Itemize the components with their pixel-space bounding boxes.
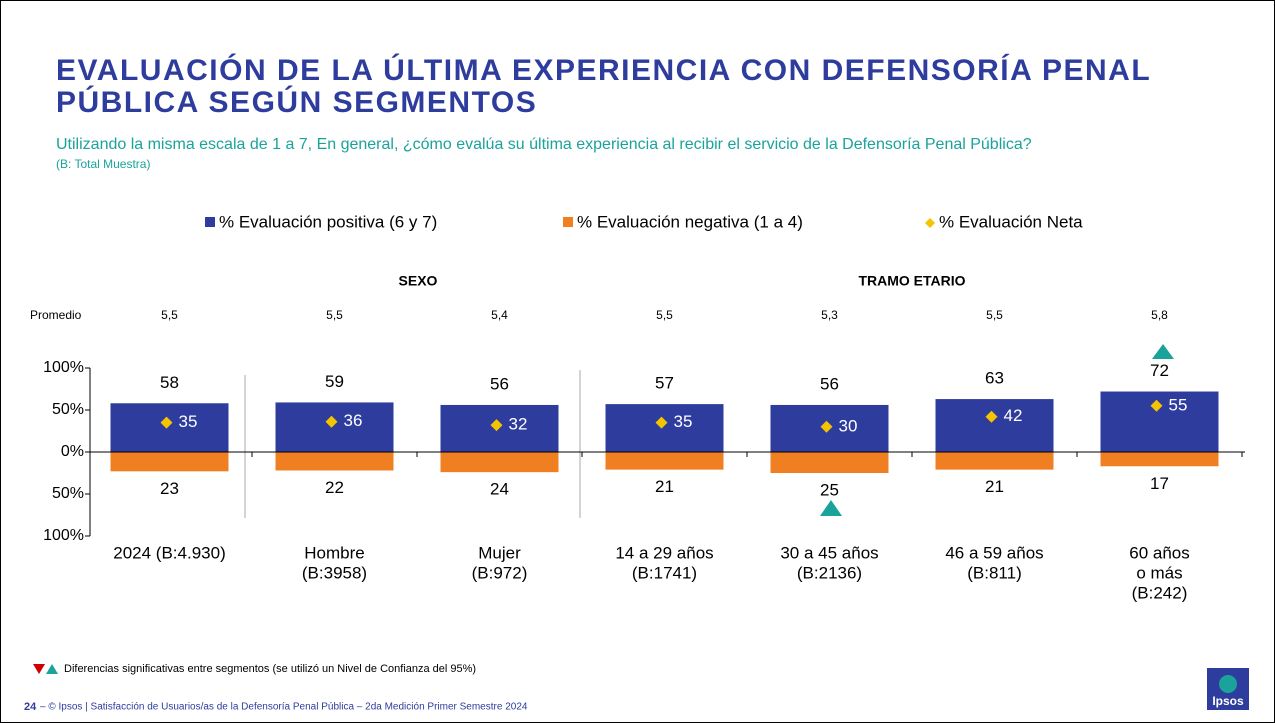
x-tick-label: (B:242) bbox=[1132, 583, 1188, 602]
y-tick-label: 100% bbox=[43, 527, 84, 544]
bar bbox=[605, 404, 724, 452]
group-label: SEXO bbox=[399, 273, 438, 289]
bar bbox=[275, 402, 394, 452]
x-tick-label: 30 a 45 años bbox=[780, 543, 878, 562]
x-tick-label: (B:1741) bbox=[632, 563, 697, 582]
net-marker bbox=[325, 415, 338, 428]
net-marker bbox=[655, 416, 668, 429]
legend-label: % Evaluación positiva (6 y 7) bbox=[219, 212, 437, 231]
value-label: 21 bbox=[985, 477, 1004, 496]
legend-swatch bbox=[925, 218, 935, 228]
net-label: 32 bbox=[509, 415, 528, 434]
base: (B: Total Muestra) bbox=[56, 157, 150, 171]
value-label: 17 bbox=[1150, 474, 1169, 493]
average-value: 5,5 bbox=[656, 308, 673, 322]
average-value: 5,5 bbox=[326, 308, 343, 322]
x-tick-label: (B:2136) bbox=[797, 563, 862, 582]
x-tick-label: Hombre bbox=[304, 543, 364, 562]
net-marker bbox=[985, 410, 998, 423]
average-value: 5,8 bbox=[1151, 308, 1168, 322]
y-tick-label: 50% bbox=[52, 485, 84, 502]
page-number: 24 bbox=[24, 701, 37, 713]
group-label: TRAMO ETARIO bbox=[858, 273, 965, 289]
value-label: 63 bbox=[985, 369, 1004, 388]
bar bbox=[440, 452, 559, 473]
average-value: 5,3 bbox=[821, 308, 838, 322]
bar bbox=[770, 452, 889, 473]
net-marker bbox=[1150, 399, 1163, 412]
net-label: 30 bbox=[839, 416, 858, 435]
x-tick-label: 46 a 59 años bbox=[945, 543, 1043, 562]
average-value: 5,5 bbox=[986, 308, 1003, 322]
logo-mark bbox=[1219, 675, 1237, 693]
value-label: 58 bbox=[160, 373, 179, 392]
x-tick-label: 2024 (B:4.930) bbox=[113, 543, 225, 562]
significance-up bbox=[820, 500, 842, 516]
x-tick-label: (B:972) bbox=[472, 563, 528, 582]
net-label: 42 bbox=[1004, 406, 1023, 425]
average-label: Promedio bbox=[30, 308, 82, 322]
logo-text: Ipsos bbox=[1212, 694, 1244, 708]
y-tick-label: 0% bbox=[61, 443, 84, 460]
legend-label: % Evaluación Neta bbox=[939, 212, 1083, 231]
bar bbox=[1100, 452, 1219, 467]
bar bbox=[110, 452, 229, 472]
x-tick-label: 14 a 29 años bbox=[615, 543, 713, 562]
value-label: 21 bbox=[655, 477, 674, 496]
title: EVALUACIÓN DE LA ÚLTIMA EXPERIENCIA CON … bbox=[56, 53, 1151, 87]
y-tick-label: 100% bbox=[43, 359, 84, 376]
value-label: 59 bbox=[325, 372, 344, 391]
net-label: 55 bbox=[1169, 395, 1188, 414]
net-marker bbox=[820, 420, 833, 433]
bar bbox=[275, 452, 394, 471]
significance-down-icon bbox=[33, 664, 45, 674]
bar bbox=[935, 452, 1054, 470]
bar bbox=[440, 404, 559, 452]
net-marker bbox=[160, 416, 173, 429]
x-tick-label: o más bbox=[1136, 563, 1182, 582]
net-marker bbox=[490, 419, 503, 432]
value-label: 72 bbox=[1150, 361, 1169, 380]
net-label: 36 bbox=[344, 411, 363, 430]
title: PÚBLICA SEGÚN SEGMENTOS bbox=[56, 85, 537, 119]
net-label: 35 bbox=[674, 412, 693, 431]
value-label: 25 bbox=[820, 480, 839, 499]
value-label: 23 bbox=[160, 479, 179, 498]
x-tick-label: (B:3958) bbox=[302, 563, 367, 582]
bar bbox=[935, 399, 1054, 452]
significance-up-icon bbox=[46, 664, 58, 674]
value-label: 57 bbox=[655, 374, 674, 393]
average-value: 5,4 bbox=[491, 308, 508, 322]
footer-text: – © Ipsos | Satisfacción de Usuarios/as … bbox=[40, 702, 528, 713]
value-label: 24 bbox=[490, 480, 509, 499]
average-value: 5,5 bbox=[161, 308, 178, 322]
footnote: Diferencias significativas entre segment… bbox=[64, 663, 476, 675]
x-tick-label: 60 años bbox=[1129, 543, 1190, 562]
bar bbox=[1100, 391, 1219, 452]
value-label: 56 bbox=[820, 374, 839, 393]
x-tick-label: Mujer bbox=[478, 543, 521, 562]
y-tick-label: 50% bbox=[52, 401, 84, 418]
x-tick-label: (B:811) bbox=[967, 563, 1022, 582]
subtitle: Utilizando la misma escala de 1 a 7, En … bbox=[56, 136, 1032, 153]
legend-swatch bbox=[563, 217, 573, 227]
legend-swatch bbox=[205, 217, 215, 227]
legend-label: % Evaluación negativa (1 a 4) bbox=[577, 212, 803, 231]
value-label: 56 bbox=[490, 374, 509, 393]
value-label: 22 bbox=[325, 478, 344, 497]
bar bbox=[605, 452, 724, 470]
net-label: 35 bbox=[179, 412, 198, 431]
significance-up bbox=[1152, 344, 1174, 359]
bar bbox=[110, 403, 229, 452]
